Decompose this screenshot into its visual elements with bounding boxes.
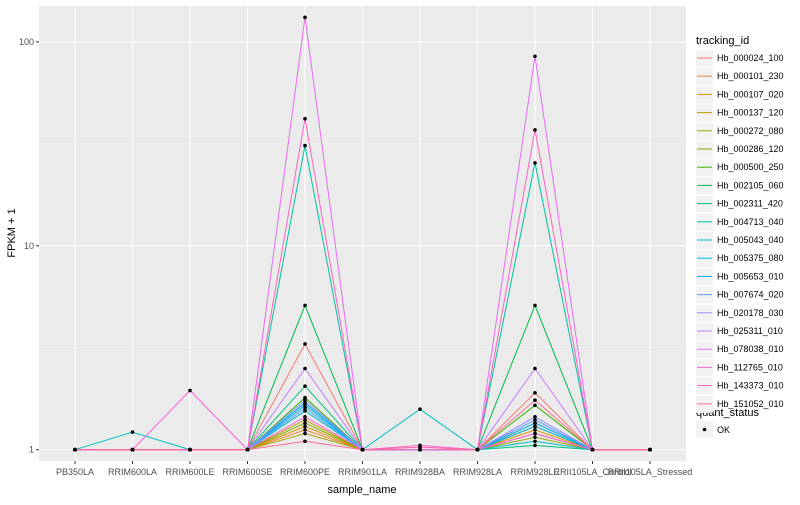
x-tick-label: RRIM928LE: [510, 467, 559, 477]
legend-label: Hb_025311_010: [717, 326, 783, 336]
legend-label: Hb_005653_010: [717, 271, 784, 281]
x-tick-label: RRIM600LE: [165, 467, 214, 477]
data-point: [130, 447, 135, 452]
data-point: [303, 395, 307, 400]
data-point: [533, 303, 537, 308]
legend-label: Hb_020178_030: [717, 308, 784, 318]
data-point: [533, 366, 537, 371]
legend-label: Hb_000024_100: [717, 53, 784, 63]
legend-label: Hb_000286_120: [717, 144, 784, 154]
legend-label: Hb_007674_020: [717, 290, 784, 300]
legend-label: Hb_078038_010: [717, 344, 784, 354]
data-point: [303, 400, 307, 405]
data-point: [533, 128, 537, 132]
data-point: [533, 431, 537, 436]
x-tick-label: RRIM928BA: [395, 467, 445, 477]
data-point: [303, 342, 307, 346]
legend-title: tracking_id: [696, 35, 749, 47]
legend-label: Hb_000107_020: [717, 89, 784, 99]
data-point: [533, 421, 537, 425]
x-tick-label: PB350LA: [56, 467, 94, 477]
legend-label: Hb_000137_120: [717, 108, 784, 118]
data-point: [475, 447, 480, 452]
data-point: [418, 445, 422, 449]
legend-label: Hb_005375_080: [717, 253, 784, 263]
data-point: [533, 428, 537, 432]
data-point: [533, 435, 537, 440]
data-point: [648, 447, 652, 452]
legend-label: Hb_151052_010: [717, 399, 784, 409]
data-point: [533, 439, 537, 444]
data-point: [533, 403, 537, 408]
shape-legend-marker: [702, 427, 707, 432]
legend-label: Hb_000500_250: [717, 162, 784, 172]
data-point: [245, 447, 250, 452]
data-point: [533, 161, 537, 165]
data-point: [303, 384, 307, 388]
data-point: [533, 424, 537, 429]
legend-label: Hb_002105_060: [717, 180, 784, 190]
shape-legend-label: OK: [717, 425, 730, 435]
data-point: [303, 403, 307, 408]
data-point: [303, 406, 307, 410]
legend: tracking_id quant_status OK Hb_000024_10…: [696, 35, 784, 438]
data-point: [303, 414, 307, 419]
y-axis: 1 10 100: [19, 37, 39, 455]
data-point: [533, 443, 537, 448]
y-axis-title: FPKM + 1: [6, 208, 18, 257]
data-point: [590, 447, 595, 452]
data-point: [303, 366, 307, 371]
data-point: [533, 391, 537, 395]
x-axis: PB350LA RRIM600LA RRIM600LE RRIM600SE RRIM60…: [56, 461, 692, 477]
data-point: [418, 407, 422, 411]
legend-label: Hb_000101_230: [717, 71, 784, 81]
y-tick-label: 1: [29, 445, 34, 455]
data-point: [188, 447, 192, 452]
legend-label: Hb_000272_080: [717, 126, 784, 136]
x-axis-title: sample_name: [327, 484, 396, 496]
data-point: [303, 143, 307, 148]
y-tick-label: 10: [24, 241, 34, 251]
x-tick-label: RRIM600LA: [108, 467, 157, 477]
data-point: [303, 424, 307, 429]
data-point: [188, 388, 192, 393]
data-point: [360, 447, 365, 452]
data-point: [303, 303, 307, 308]
x-tick-label: RRII105LA_Stressed: [608, 467, 693, 477]
legend-label: Hb_005043_040: [717, 235, 784, 245]
x-tick-label: RRIM901LA: [338, 467, 387, 477]
data-point: [533, 398, 537, 402]
data-point: [533, 414, 537, 419]
data-point: [303, 116, 307, 121]
data-point: [303, 418, 307, 422]
data-point: [303, 428, 307, 432]
y-tick-label: 100: [19, 37, 34, 47]
data-point: [533, 418, 537, 422]
data-point: [303, 409, 307, 413]
x-tick-label: RRIM600SE: [222, 467, 272, 477]
x-tick-label: RRIM600PE: [280, 467, 330, 477]
data-point: [130, 430, 135, 434]
data-point: [303, 421, 307, 425]
legend-label: Hb_002311_420: [717, 199, 783, 209]
legend-label: Hb_112765_010: [717, 362, 783, 372]
data-point: [418, 447, 422, 452]
x-tick-label: RRII105LA_Control: [553, 467, 631, 477]
data-point: [303, 431, 307, 436]
legend-label: Hb_004713_040: [717, 217, 784, 227]
points-layer: [73, 15, 652, 452]
data-point: [533, 54, 537, 59]
x-tick-label: RRIM928LA: [453, 467, 502, 477]
legend-label: Hb_143373_010: [717, 381, 784, 391]
data-point: [303, 439, 307, 444]
data-point: [303, 15, 307, 20]
data-point: [303, 398, 307, 402]
data-point: [73, 447, 77, 452]
